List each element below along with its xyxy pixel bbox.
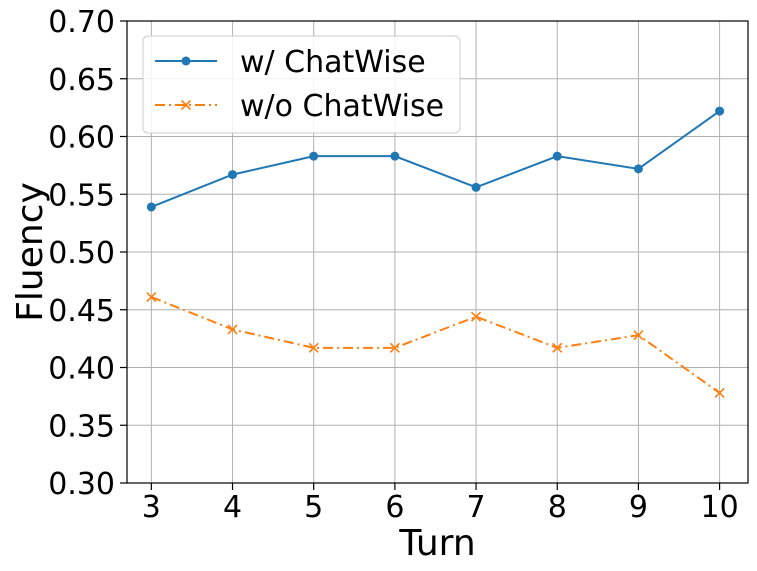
x-tick-label: 5 bbox=[304, 490, 323, 525]
legend-label: w/ ChatWise bbox=[240, 45, 426, 80]
legend-label: w/o ChatWise bbox=[240, 89, 444, 124]
x-tick-label: 9 bbox=[629, 490, 648, 525]
x-tick-label: 3 bbox=[142, 490, 161, 525]
y-tick-label: 0.45 bbox=[48, 294, 115, 329]
legend-entry-wo-chatwise: w/o ChatWise bbox=[155, 89, 444, 124]
legend: w/ ChatWise w/o ChatWise bbox=[142, 35, 461, 134]
data-point bbox=[308, 342, 319, 353]
data-point bbox=[146, 202, 156, 212]
y-tick-label: 0.70 bbox=[48, 5, 115, 40]
data-point bbox=[227, 324, 238, 335]
series-wo-chatwise bbox=[146, 291, 725, 398]
data-point bbox=[389, 342, 400, 353]
y-tick-label: 0.35 bbox=[48, 409, 115, 444]
data-point bbox=[470, 311, 482, 322]
data-point bbox=[309, 151, 319, 161]
y-tick-label: 0.65 bbox=[48, 63, 115, 98]
data-point bbox=[390, 151, 400, 161]
x-tick-label: 4 bbox=[223, 490, 242, 525]
series-layer bbox=[146, 106, 725, 398]
series-w-chatwise bbox=[146, 106, 725, 212]
legend-swatch-marker bbox=[181, 56, 191, 66]
x-axis-label: Turn bbox=[398, 523, 475, 564]
ticks: 3 4 5 6 7 8 9 10 0.30 0.35 0.40 0.45 0.50 0.55 0.60 0.6… bbox=[48, 5, 738, 525]
x-tick-label: 10 bbox=[700, 490, 738, 525]
legend-entry-w-chatwise: w/ ChatWise bbox=[155, 45, 426, 80]
x-tick-label: 7 bbox=[467, 490, 486, 525]
legend-swatch-marker bbox=[180, 99, 192, 111]
y-tick-label: 0.55 bbox=[48, 178, 115, 213]
data-point bbox=[714, 387, 725, 398]
data-point bbox=[552, 342, 563, 353]
data-point bbox=[552, 151, 562, 161]
y-tick-label: 0.50 bbox=[48, 236, 115, 271]
y-tick-label: 0.60 bbox=[48, 121, 115, 156]
data-point bbox=[715, 106, 725, 116]
series-line bbox=[150, 296, 721, 394]
y-axis-label: Fluency bbox=[10, 182, 51, 322]
data-point bbox=[471, 182, 481, 192]
data-point bbox=[228, 170, 238, 180]
data-point bbox=[633, 164, 643, 174]
x-tick-label: 8 bbox=[548, 490, 567, 525]
y-tick-label: 0.30 bbox=[48, 467, 115, 502]
legend-box bbox=[142, 35, 461, 134]
x-tick-label: 6 bbox=[385, 490, 404, 525]
y-tick-label: 0.40 bbox=[48, 352, 115, 387]
series-line bbox=[150, 110, 721, 208]
data-point bbox=[146, 291, 157, 303]
data-point bbox=[633, 330, 644, 341]
